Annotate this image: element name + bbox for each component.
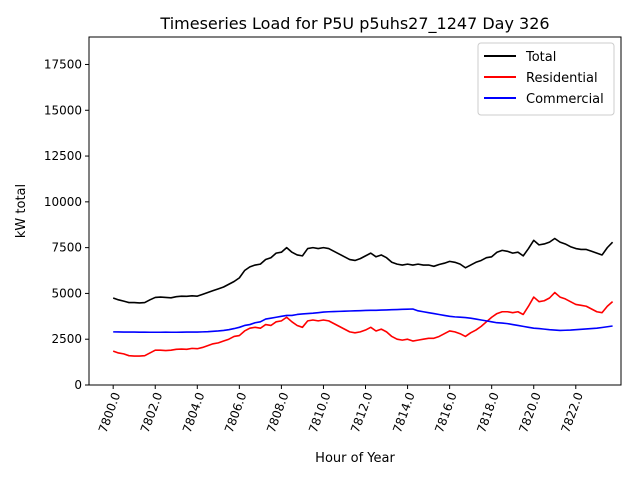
legend-label-commercial: Commercial [526, 92, 604, 107]
y-tick-label: 10000 [44, 195, 82, 209]
legend-label-residential: Residential [526, 71, 598, 86]
series-layer [112, 237, 614, 357]
y-tick-label: 5000 [51, 286, 82, 300]
y-axis: 0 2500 5000 7500 10000 12500 15000 17500 [44, 57, 89, 392]
y-tick-label: 12500 [44, 149, 82, 163]
legend-label-total: Total [525, 50, 556, 65]
series-line-residential [112, 291, 614, 357]
y-tick-label: 7500 [51, 241, 82, 255]
y-tick-label: 2500 [51, 332, 82, 346]
x-axis-label: Hour of Year [315, 451, 395, 466]
y-tick-label: 15000 [44, 103, 82, 117]
legend: Total Residential Commercial [477, 42, 615, 116]
plot-frame [88, 36, 622, 386]
y-tick-label: 0 [74, 378, 82, 392]
chart-title: Timeseries Load for P5U p5uhs27_1247 Day… [159, 14, 549, 34]
series-line-commercial [113, 308, 613, 334]
y-axis-label: kW total [14, 184, 29, 238]
series-line-total [112, 237, 614, 304]
y-tick-label: 17500 [44, 57, 82, 71]
